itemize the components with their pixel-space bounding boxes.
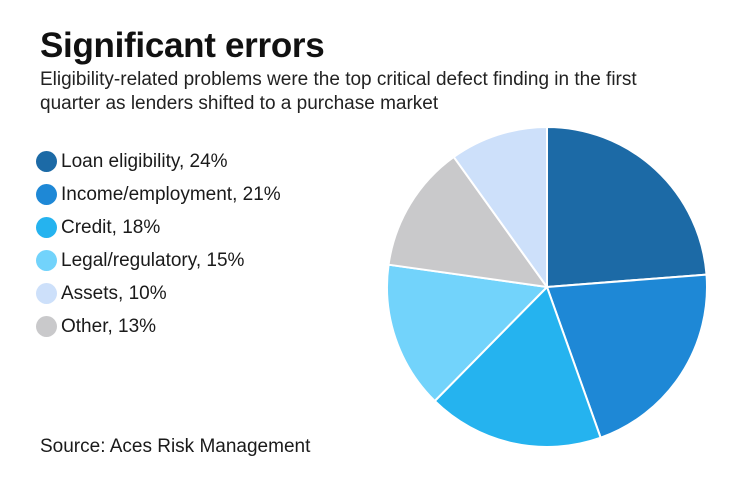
- chart-subtitle: Eligibility-related problems were the to…: [40, 69, 637, 114]
- pie-slice-assets: [452, 126, 548, 288]
- legend-label-credit: Credit, 18%: [61, 216, 161, 238]
- legend-swatch-credit: [36, 217, 57, 238]
- pie-slice-credit: [433, 286, 602, 448]
- legend-item-legal-regulatory: Legal/regulatory, 15%: [36, 249, 281, 272]
- legend-item-assets: Assets, 10%: [36, 282, 281, 305]
- legend-label-assets: Assets, 10%: [61, 282, 167, 304]
- legend-swatch-assets: [36, 283, 57, 304]
- legend-item-credit: Credit, 18%: [36, 216, 281, 239]
- legend-item-loan-eligibility: Loan eligibility, 24%: [36, 150, 281, 173]
- legend: Loan eligibility, 24% Income/employment, …: [36, 150, 281, 348]
- legend-swatch-other: [36, 316, 57, 337]
- legend-label-other: Other, 13%: [61, 315, 157, 337]
- chart-title: Significant errors: [40, 26, 325, 65]
- legend-item-income-employment: Income/employment, 21%: [36, 183, 281, 206]
- pie-chart: [386, 126, 708, 448]
- source-note: Source: Aces Risk Management: [40, 436, 311, 457]
- pie-slice-other: [387, 155, 548, 288]
- legend-item-other: Other, 13%: [36, 315, 281, 338]
- legend-swatch-loan-eligibility: [36, 151, 57, 172]
- pie-slice-legal-regulatory: [386, 263, 548, 403]
- legend-swatch-legal-regulatory: [36, 250, 57, 271]
- legend-label-income-employment: Income/employment, 21%: [61, 183, 281, 205]
- pie-slice-loan-eligibility: [546, 126, 708, 288]
- legend-label-legal-regulatory: Legal/regulatory, 15%: [61, 249, 245, 271]
- legend-label-loan-eligibility: Loan eligibility, 24%: [61, 150, 228, 172]
- legend-swatch-income-employment: [36, 184, 57, 205]
